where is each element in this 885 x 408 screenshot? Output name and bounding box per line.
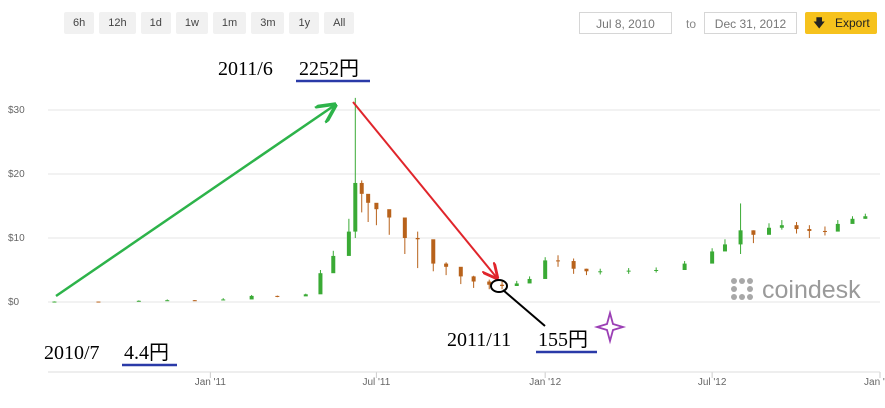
x-tick-label: Jan '11	[195, 377, 227, 388]
candle-body	[654, 270, 659, 271]
candle-body	[96, 301, 101, 303]
candle-body	[249, 295, 254, 300]
candle-body	[598, 271, 603, 273]
candle-body	[136, 300, 141, 302]
bottom-annotation: 2011/11 155円	[447, 329, 597, 354]
candle-body	[402, 217, 407, 238]
peak-annotation: 2011/6 2252円	[218, 58, 370, 83]
candle-body	[318, 273, 323, 295]
candle-body	[682, 263, 687, 270]
range-1y-button[interactable]: 1y	[289, 12, 320, 34]
y-tick-label: $10	[8, 233, 25, 244]
range-all-button[interactable]: All	[324, 12, 355, 34]
candle-body	[415, 238, 420, 240]
x-tick-label: Jul '11	[362, 377, 390, 388]
candle-body	[794, 225, 799, 230]
candle-body	[303, 294, 308, 297]
candle-body	[584, 268, 589, 272]
candle-body	[710, 251, 715, 264]
rise-arrow	[55, 105, 335, 298]
candle-body	[374, 202, 379, 210]
x-tick-label: Jan '12	[529, 377, 561, 388]
candle-body	[359, 182, 364, 194]
coindesk-logo: coindesk	[731, 276, 861, 304]
bottom-price-text: 155円	[538, 329, 588, 351]
range-1m-button[interactable]: 1m	[212, 12, 247, 34]
candle-body	[275, 295, 280, 297]
candle-body	[779, 225, 784, 228]
bottom-date-text: 2011/11	[447, 329, 511, 351]
candle-body	[353, 182, 358, 232]
candle-body	[722, 244, 727, 252]
start-date-text: 2010/7	[44, 342, 100, 364]
candle-body	[527, 278, 532, 284]
candle-body	[626, 270, 631, 272]
start-annotation: 2010/7 4.4円	[44, 342, 177, 367]
bottom-marker-circle	[490, 279, 508, 293]
range-selector: 6h 12h 1d 1w 1m 3m 1y All	[64, 12, 355, 34]
candle-body	[192, 300, 197, 302]
y-tick-label: $0	[8, 297, 20, 308]
range-6h-button[interactable]: 6h	[64, 12, 95, 34]
candle-body	[165, 300, 170, 302]
coindesk-dots-logo	[731, 278, 753, 300]
candle-body	[543, 260, 548, 279]
candle-body	[556, 260, 561, 262]
candle-body	[366, 193, 371, 203]
range-1d-button[interactable]: 1d	[140, 12, 171, 34]
candle-body	[514, 283, 519, 286]
export-button[interactable]: 🡇 Export	[805, 12, 877, 34]
candle-body	[863, 216, 868, 219]
candle-body	[431, 239, 436, 264]
peak-date-text: 2011/6	[218, 58, 273, 80]
candle-body	[221, 299, 226, 301]
range-1w-button[interactable]: 1w	[175, 12, 208, 34]
candle-body	[444, 263, 449, 267]
candle-body	[331, 255, 336, 274]
peak-price-text: 2252円	[299, 58, 359, 80]
bottom-pointer-line	[502, 289, 546, 327]
from-date-input[interactable]: Jul 8, 2010	[579, 12, 672, 34]
coindesk-logo-text: coindesk	[762, 276, 861, 304]
download-arrow-icon: 🡇	[813, 16, 826, 30]
candle-body	[571, 261, 576, 269]
candle-body	[500, 284, 505, 286]
fall-arrow	[352, 101, 497, 278]
candle-body	[807, 229, 812, 231]
export-label: Export	[835, 16, 870, 30]
y-tick-label: $30	[8, 105, 25, 116]
sparkle-icon	[593, 309, 627, 345]
candle-body	[850, 218, 855, 224]
candle-body	[822, 230, 827, 232]
candle-body	[387, 209, 392, 218]
to-date-input[interactable]: Dec 31, 2012	[704, 12, 797, 34]
candle-body	[487, 281, 492, 285]
range-12h-button[interactable]: 12h	[99, 12, 136, 34]
x-tick-label: Jan '13	[864, 377, 885, 388]
candle-body	[471, 276, 476, 282]
candle-body	[751, 230, 756, 235]
candle-body	[346, 231, 351, 256]
y-tick-label: $20	[8, 169, 25, 180]
candle-body	[458, 266, 463, 277]
range-3m-button[interactable]: 3m	[251, 12, 285, 34]
to-label: to	[686, 17, 697, 31]
candle-body	[52, 301, 57, 303]
candle-body	[835, 223, 840, 232]
x-tick-label: Jul '12	[698, 377, 727, 388]
candle-body	[767, 227, 772, 235]
start-price-text: 4.4円	[124, 342, 169, 364]
candle-body	[738, 230, 743, 245]
